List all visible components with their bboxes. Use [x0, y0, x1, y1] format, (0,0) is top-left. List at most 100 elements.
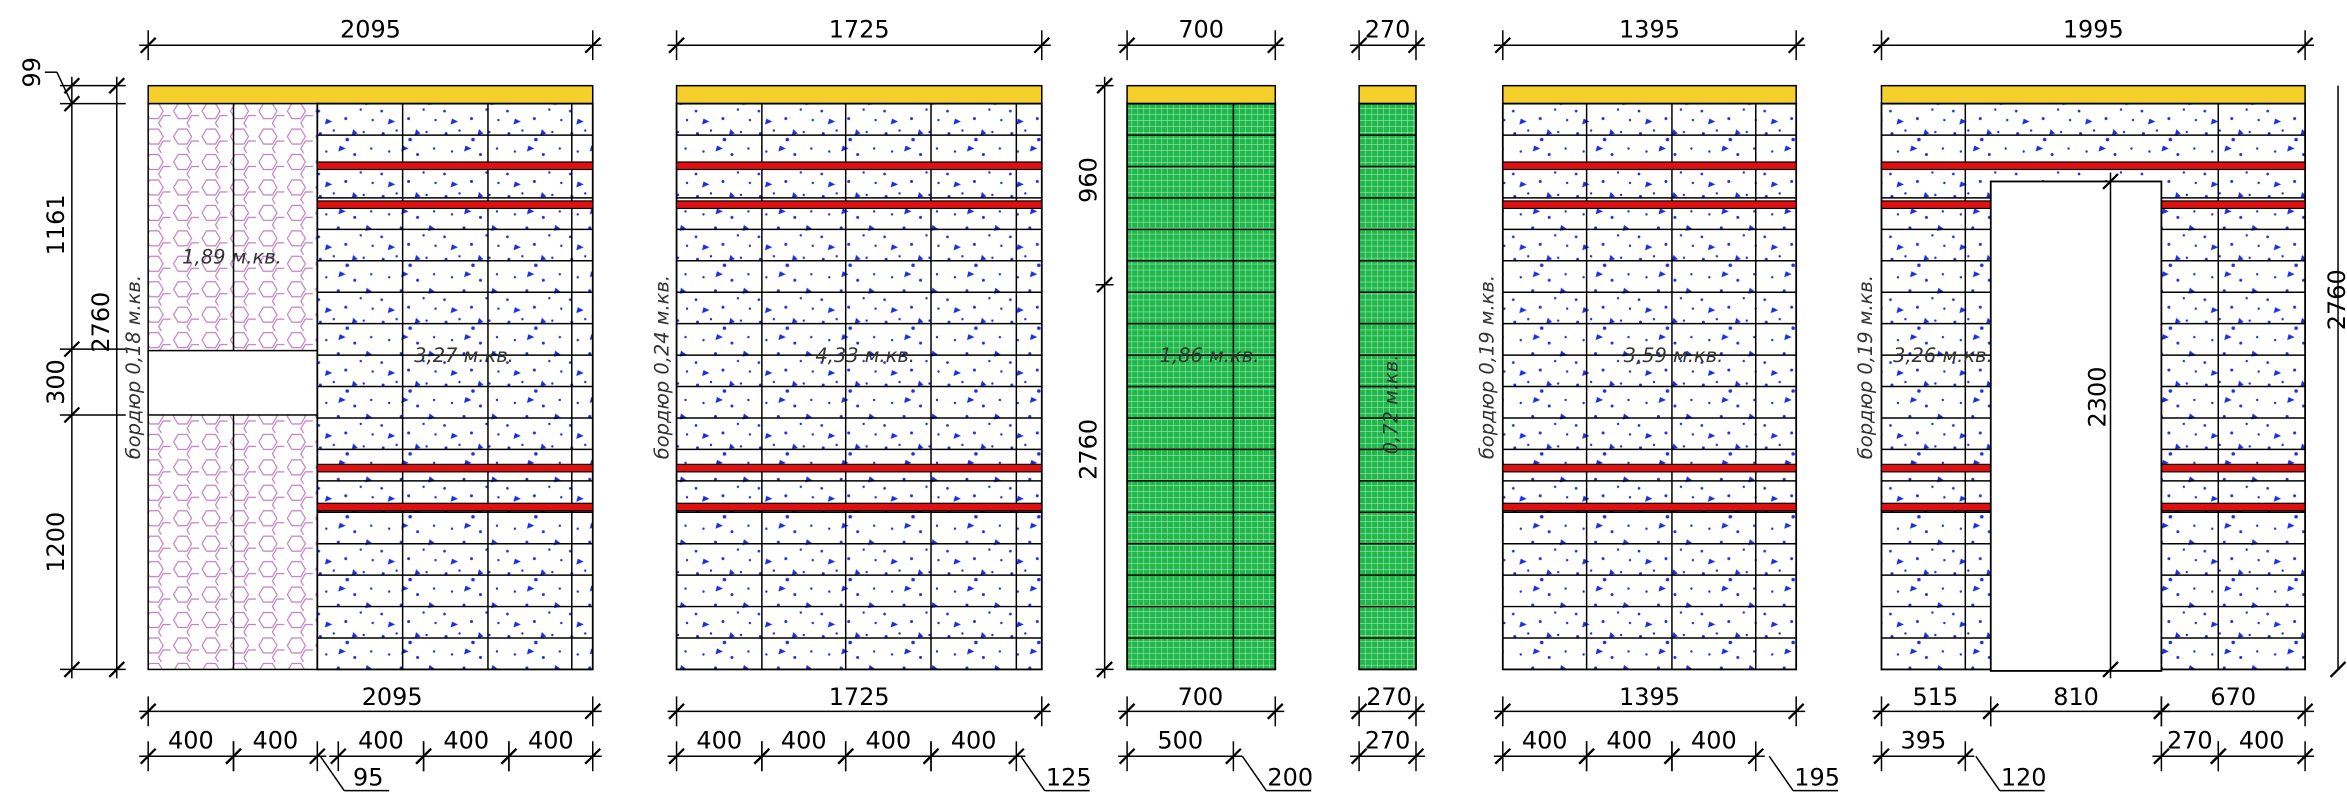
red-band: [675, 502, 1043, 512]
line: [584, 36, 602, 54]
dimension-text: 1395: [1619, 683, 1680, 711]
dimension-text: 270: [1365, 726, 1411, 754]
line: [63, 340, 81, 358]
dimension-text: 99: [18, 57, 46, 87]
dimension-text: 400: [2239, 726, 2285, 754]
line: [1350, 747, 1368, 765]
line: [1267, 36, 1284, 54]
line: [2153, 747, 2170, 765]
dimension-text: 960: [1075, 157, 1103, 203]
line: [1787, 36, 1805, 54]
dimension-text: 1161: [42, 194, 70, 255]
dimension-text: 1725: [829, 683, 890, 711]
line: [1225, 747, 1242, 765]
line: [1350, 36, 1368, 54]
line: [63, 661, 81, 678]
line: [1494, 703, 1512, 720]
line: [1873, 703, 1890, 720]
line: [1118, 747, 1136, 765]
line: [1407, 36, 1425, 54]
dimension-text: 125: [1046, 764, 1092, 792]
line: [500, 747, 518, 765]
dimension-text: бордюр 0,18 м.кв.: [122, 275, 145, 459]
line: [1033, 703, 1051, 720]
line: [1350, 703, 1368, 720]
dimension-text: 400: [1691, 726, 1737, 754]
line: [1118, 36, 1136, 54]
dimension-text: 700: [1178, 683, 1224, 711]
dimension-text: 2760: [87, 292, 115, 353]
dimension-text: 3,27 м.кв.: [414, 344, 514, 367]
line: [1768, 755, 1794, 792]
dimension-text: 400: [1606, 726, 1652, 754]
dimension-text: 0,72 м.кв.: [1380, 355, 1403, 455]
dimension-text: 515: [1913, 683, 1959, 711]
dimension-text: 810: [2053, 683, 2099, 711]
cap-band: [1502, 84, 1797, 105]
cap-band: [1126, 84, 1277, 105]
line: [1494, 36, 1512, 54]
line: [1982, 703, 2000, 720]
red-band: [316, 161, 594, 171]
line: [2296, 36, 2314, 54]
line: [753, 747, 771, 765]
dimension-text: 2095: [362, 683, 423, 711]
line: [922, 747, 940, 765]
dimension-text: 1,86 м.кв.: [1160, 344, 1260, 367]
red-band: [1502, 200, 1797, 210]
dimension-text: 270: [2167, 726, 2213, 754]
dimension-text: 400: [443, 726, 489, 754]
line: [139, 36, 157, 54]
dimension-text: 1,89 м.кв.: [182, 245, 282, 268]
line: [1787, 703, 1805, 720]
line: [63, 406, 81, 424]
dimension-text: 2095: [340, 15, 401, 43]
line: [1494, 747, 1512, 765]
dimension-text: 400: [696, 726, 742, 754]
line: [1873, 747, 1890, 765]
red-band: [1502, 161, 1797, 171]
dimension-text: 400: [951, 726, 997, 754]
dimension-text: 95: [353, 764, 383, 792]
opening: [147, 349, 319, 416]
line: [2209, 747, 2227, 765]
dimension-text: 4,33 м.кв.: [815, 344, 915, 367]
line: [2329, 661, 2347, 678]
line: [2153, 703, 2170, 720]
dimension-text: бордюр 0,19 м.кв.: [1475, 275, 1498, 459]
line: [108, 77, 126, 94]
line: [584, 747, 602, 765]
dimension-text: 270: [1365, 15, 1411, 43]
line: [63, 77, 81, 94]
dimension-text: 400: [866, 726, 912, 754]
dimension-text: 500: [1157, 726, 1203, 754]
line: [1096, 276, 1113, 294]
dimension-text: бордюр 0,24 м.кв.: [651, 275, 674, 459]
line: [1957, 747, 1974, 765]
dimension-text: 200: [1267, 764, 1313, 792]
dimension-text: бордюр 0,19 м.кв.: [1854, 275, 1877, 459]
dimension-text: 395: [1901, 726, 1947, 754]
line: [139, 703, 157, 720]
dimension-text: 400: [1522, 726, 1568, 754]
line: [837, 747, 854, 765]
dimension-text: 270: [1366, 683, 1412, 711]
opening: [1989, 180, 2163, 672]
dimension-text: 120: [2001, 764, 2047, 792]
red-band: [1502, 502, 1797, 512]
line: [2102, 173, 2119, 190]
line: [1096, 661, 1113, 678]
dimension-text: 1395: [1619, 15, 1680, 43]
line: [2296, 747, 2314, 765]
line: [2296, 703, 2314, 720]
dimension-text: 670: [2210, 683, 2256, 711]
line: [1267, 703, 1284, 720]
cap-band: [147, 84, 594, 105]
line: [668, 747, 685, 765]
line: [1578, 747, 1595, 765]
red-band: [675, 463, 1043, 473]
dimension-text: 400: [253, 726, 299, 754]
dimension-text: 1995: [2063, 15, 2124, 43]
red-band: [316, 200, 594, 210]
